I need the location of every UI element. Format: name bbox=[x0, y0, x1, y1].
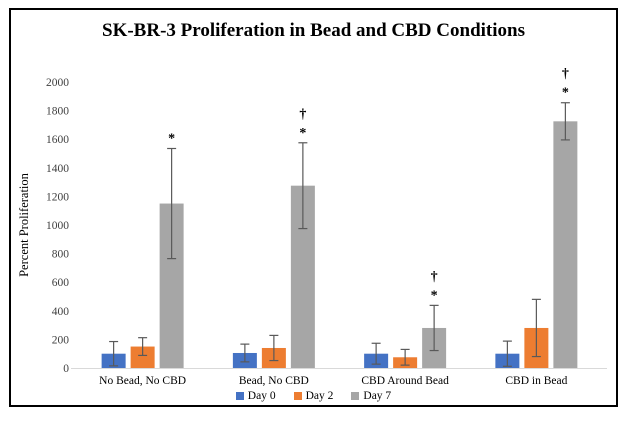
legend-item-day7: Day 7 bbox=[351, 390, 391, 402]
legend-item-day0: Day 0 bbox=[235, 390, 276, 402]
x-category-label: CBD in Bead bbox=[505, 375, 567, 387]
legend-swatch-icon bbox=[293, 392, 302, 400]
dagger-annotation: † bbox=[299, 107, 306, 122]
legend-label: Day 0 bbox=[247, 390, 276, 402]
y-tick-label: 400 bbox=[52, 306, 70, 318]
y-tick-label: 2000 bbox=[46, 77, 69, 89]
y-tick-label: 1200 bbox=[46, 191, 69, 203]
asterisk-annotation: * bbox=[299, 126, 306, 141]
bar-day7 bbox=[553, 121, 578, 368]
y-axis-label: Percent Proliferation bbox=[17, 172, 31, 277]
y-tick-label: 0 bbox=[63, 363, 69, 375]
x-category-label: No Bead, No CBD bbox=[99, 375, 186, 387]
y-tick-label: 1800 bbox=[46, 106, 69, 118]
bar-day2 bbox=[130, 346, 155, 368]
legend-label: Day 7 bbox=[363, 390, 392, 402]
asterisk-annotation: * bbox=[431, 288, 438, 303]
y-tick-label: 200 bbox=[52, 334, 70, 346]
dagger-annotation: † bbox=[562, 67, 569, 82]
asterisk-annotation: * bbox=[168, 131, 175, 146]
legend-item-day2: Day 2 bbox=[293, 390, 334, 402]
y-tick-label: 800 bbox=[52, 249, 70, 261]
y-tick-label: 600 bbox=[52, 277, 70, 289]
y-tick-label: 1400 bbox=[46, 163, 69, 175]
asterisk-annotation: * bbox=[562, 86, 569, 101]
y-tick-label: 1600 bbox=[46, 134, 69, 146]
x-category-label: Bead, No CBD bbox=[239, 375, 309, 387]
chart-frame: SK-BR-3 Proliferation in Bead and CBD Co… bbox=[9, 8, 618, 407]
bar-chart: 0 200 400 600 800 1000 1200 1400 1600 1800 2000 Per… bbox=[17, 67, 607, 387]
dagger-annotation: † bbox=[431, 269, 438, 284]
chart-legend: Day 0 Day 2 Day 7 bbox=[11, 390, 616, 402]
x-category-label: CBD Around Bead bbox=[361, 375, 449, 387]
legend-label: Day 2 bbox=[305, 390, 334, 402]
chart-title: SK-BR-3 Proliferation in Bead and CBD Co… bbox=[102, 20, 525, 41]
y-tick-label: 1000 bbox=[46, 220, 69, 232]
legend-swatch-icon bbox=[235, 392, 244, 400]
legend-swatch-icon bbox=[351, 392, 360, 400]
